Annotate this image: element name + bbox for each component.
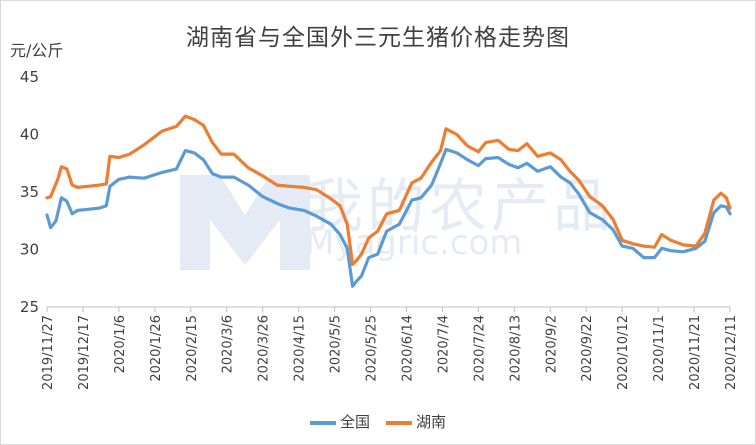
- x-tick-label: 2020/1/26: [149, 315, 164, 382]
- chart-legend: 全国 湖南: [0, 411, 756, 432]
- x-tick-label: 2020/4/15: [293, 315, 308, 382]
- y-tick-label: 45: [20, 68, 39, 86]
- y-tick-label: 40: [20, 126, 39, 144]
- watermark-logo-icon: [180, 175, 310, 270]
- legend-item: 全国: [309, 411, 370, 432]
- x-tick-label: 2020/2/15: [185, 315, 200, 382]
- x-tick-label: 2020/1/6: [113, 315, 128, 373]
- legend-swatch: [309, 420, 336, 425]
- x-tick-label: 2019/11/27: [41, 315, 56, 390]
- x-tick-label: 2020/12/11: [724, 315, 739, 390]
- x-tick-label: 2020/5/5: [329, 315, 344, 373]
- y-axis-unit-label: 元/公斤: [10, 41, 64, 60]
- x-tick-label: 2020/11/1: [652, 315, 667, 382]
- x-tick-label: 2020/9/22: [580, 315, 595, 382]
- x-tick-label: 2019/12/17: [77, 315, 92, 390]
- series-line-1: [45, 114, 732, 266]
- series-line-0: [45, 147, 732, 288]
- y-tick-label: 30: [20, 241, 39, 259]
- x-tick-label: 2020/10/12: [616, 315, 631, 390]
- x-tick-label: 2020/6/14: [400, 315, 415, 382]
- chart-title: 湖南省与全国外三元生猪价格走势图: [186, 25, 570, 51]
- legend-label: 全国: [339, 413, 370, 431]
- y-tick-label: 35: [20, 183, 39, 201]
- y-tick-label: 25: [20, 298, 39, 316]
- x-tick-label: 2020/7/24: [472, 315, 487, 382]
- x-tick-label: 2020/9/2: [544, 315, 559, 373]
- x-tick-label: 2020/3/6: [221, 315, 236, 373]
- watermark: 我的农产品 Myagric.com: [175, 165, 611, 279]
- legend-swatch: [386, 420, 412, 425]
- x-tick-label: 2020/8/13: [508, 315, 523, 382]
- watermark-text-en: Myagric.com: [305, 223, 523, 263]
- x-tick-label: 2020/3/26: [257, 315, 272, 382]
- x-tick-label: 2020/5/25: [365, 315, 380, 382]
- x-tick-label: 2020/11/21: [688, 315, 703, 390]
- legend-item: 湖南: [386, 411, 446, 432]
- watermark-text-cn: 我的农产品: [305, 172, 616, 240]
- x-tick-label: 2020/7/4: [436, 315, 451, 373]
- legend-label: 湖南: [416, 413, 447, 431]
